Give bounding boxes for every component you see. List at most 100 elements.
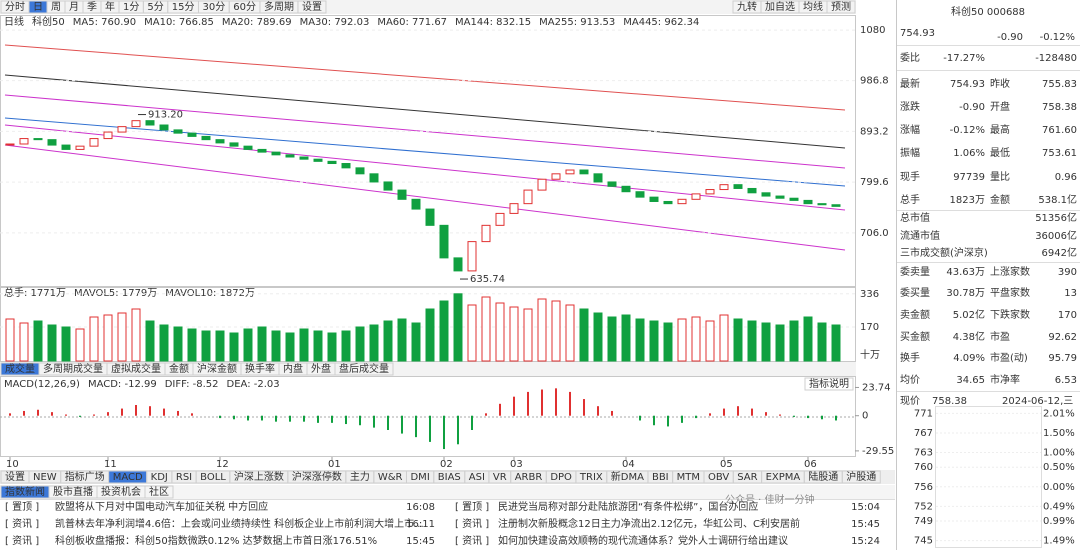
pct-label: 0.50%: [1043, 462, 1075, 473]
legend-item: MACD: -12.99: [88, 379, 157, 390]
volume-bar: [649, 320, 659, 362]
toolbar-tab[interactable]: 5分: [147, 1, 163, 13]
field-label: 总手: [900, 193, 920, 206]
toolbar-tab[interactable]: 1分: [123, 1, 139, 13]
toolbar-button[interactable]: 均线: [803, 0, 823, 13]
bottom-tab[interactable]: ASI: [469, 472, 485, 483]
volume-bar: [159, 324, 169, 362]
toolbar-tab[interactable]: 分时: [5, 1, 25, 13]
field-label: 现手: [900, 170, 920, 183]
candle: [75, 145, 85, 150]
indicator-tab[interactable]: 外盘: [311, 362, 331, 375]
news-tab-bg[interactable]: [144, 485, 174, 499]
field-value: 761.60: [1042, 125, 1077, 136]
bottom-tab-bg[interactable]: [841, 470, 881, 484]
annotation-label: 913.20: [148, 110, 183, 121]
indicator-tab[interactable]: 多周期成交量: [43, 362, 103, 375]
bottom-tab[interactable]: 沪股通: [846, 470, 876, 483]
toolbar-tab[interactable]: 设置: [302, 1, 322, 13]
candle: [579, 169, 589, 175]
bottom-tab[interactable]: 沪深上涨数: [234, 470, 284, 483]
toolbar-tab[interactable]: 季: [87, 1, 97, 13]
trend-line: [4, 94, 846, 169]
news-tab[interactable]: 股市直播: [53, 485, 93, 498]
bottom-tab[interactable]: 设置: [5, 471, 25, 483]
volume-bar: [691, 316, 701, 362]
bottom-tab[interactable]: 主力: [350, 470, 370, 483]
toolbar-tab[interactable]: 日: [33, 2, 43, 13]
candle: [593, 173, 603, 183]
news-title[interactable]: 科创板收盘播报：科创50指数微跌0.12% 达梦数据上市首日涨176.51%: [55, 534, 377, 547]
bottom-tab[interactable]: W&R: [378, 472, 403, 483]
bottom-tab[interactable]: NEW: [33, 472, 57, 483]
toolbar-button[interactable]: 九转: [737, 0, 757, 13]
volume-bar: [635, 318, 645, 362]
news-tab[interactable]: 指数新闻: [5, 485, 45, 498]
bottom-tab[interactable]: RSI: [176, 472, 192, 483]
pct-label: 1.00%: [1043, 448, 1075, 459]
toolbar-tab[interactable]: 周: [51, 1, 61, 13]
bottom-tab[interactable]: MTM: [677, 472, 700, 483]
bottom-tab[interactable]: BIAS: [438, 472, 461, 483]
legend-item: DIFF: -8.52: [165, 379, 219, 390]
indicator-tab[interactable]: 金额: [169, 362, 189, 375]
indicator-tab[interactable]: 盘后成交量: [339, 362, 389, 375]
indicator-help-bg[interactable]: [804, 377, 854, 391]
candle: [705, 189, 715, 195]
toolbar-button[interactable]: 预测: [831, 0, 851, 13]
bottom-tab[interactable]: EXPMA: [766, 472, 801, 483]
bottom-tab[interactable]: VR: [493, 472, 507, 483]
news-title[interactable]: 民进党当局称对部分赴陆旅游团“有条件松绑”，国台办回应: [498, 500, 758, 513]
bottom-tab[interactable]: ARBR: [515, 472, 543, 483]
news-tab[interactable]: 社区: [149, 485, 169, 498]
bottom-tab[interactable]: MACD: [113, 472, 143, 483]
y-tick-label: -29.55: [862, 446, 894, 457]
toolbar-tab-bg[interactable]: [297, 0, 327, 14]
x-tick-label: 11: [104, 459, 117, 470]
toolbar-tab[interactable]: 30分: [202, 1, 225, 13]
y-tick-label: 760: [914, 462, 933, 473]
news-tab[interactable]: 投资机会: [101, 485, 141, 498]
toolbar-tab[interactable]: 年: [105, 0, 115, 13]
news-title[interactable]: 欧盟将从下月对中国电动汽车加征关税 中方回应: [55, 500, 268, 513]
news-title[interactable]: 注册制次新股概念12日主力净流出2.12亿元，华虹公司、C利安居前: [498, 517, 800, 530]
field-value: 51356亿: [1035, 211, 1077, 224]
field-label: 平盘家数: [990, 286, 1030, 299]
bottom-tab[interactable]: 陆股通: [808, 470, 838, 483]
bottom-tab[interactable]: DMI: [410, 472, 429, 483]
candle: [719, 184, 729, 191]
news-title[interactable]: 凯普林去年净利润增4.6倍：上会或问业绩持续性 科创板企业上市前利润大增上市..…: [55, 517, 424, 530]
bottom-tab[interactable]: 新DMA: [611, 470, 644, 483]
volume-bar: [397, 318, 407, 362]
toolbar-tab[interactable]: 月: [69, 1, 79, 13]
volume-bar: [103, 314, 113, 362]
bottom-tab[interactable]: 指标广场: [65, 470, 105, 483]
news-title[interactable]: 如何加快建设高效顺畅的现代流通体系？党外人士调研行给出建议: [498, 534, 788, 547]
x-tick-label: 04: [622, 459, 635, 470]
volume-bar: [831, 324, 841, 362]
indicator-tab[interactable]: 内盘: [283, 362, 303, 375]
indicator-tab-bg[interactable]: [334, 362, 394, 376]
bottom-tab[interactable]: OBV: [708, 472, 729, 483]
indicator-tab[interactable]: 换手率: [245, 362, 275, 375]
indicator-help[interactable]: 指标说明: [809, 377, 849, 390]
toolbar-tab[interactable]: 多周期: [264, 0, 294, 13]
indicator-tab[interactable]: 虚拟成交量: [111, 362, 161, 375]
volume-bar: [523, 308, 533, 362]
bottom-tab[interactable]: TRIX: [579, 472, 603, 483]
toolbar-tab[interactable]: 15分: [172, 1, 195, 13]
bottom-tab[interactable]: KDJ: [151, 472, 168, 483]
toolbar-tab[interactable]: 60分: [233, 1, 256, 13]
indicator-tab[interactable]: 成交量: [5, 362, 35, 375]
toolbar-button[interactable]: 加自选: [765, 0, 795, 13]
x-tick-label: 06: [804, 459, 817, 470]
bottom-tab[interactable]: SAR: [737, 472, 757, 483]
bottom-tab[interactable]: 沪深涨停数: [292, 470, 342, 483]
bottom-tab[interactable]: DPO: [550, 472, 572, 483]
indicator-tab[interactable]: 沪深金额: [197, 362, 237, 375]
x-tick-label: 12: [216, 459, 229, 470]
volume-bar: [257, 326, 267, 362]
bottom-tab[interactable]: BOLL: [200, 472, 226, 483]
toolbar-button-bg[interactable]: [732, 0, 762, 14]
bottom-tab[interactable]: BBI: [652, 472, 669, 483]
